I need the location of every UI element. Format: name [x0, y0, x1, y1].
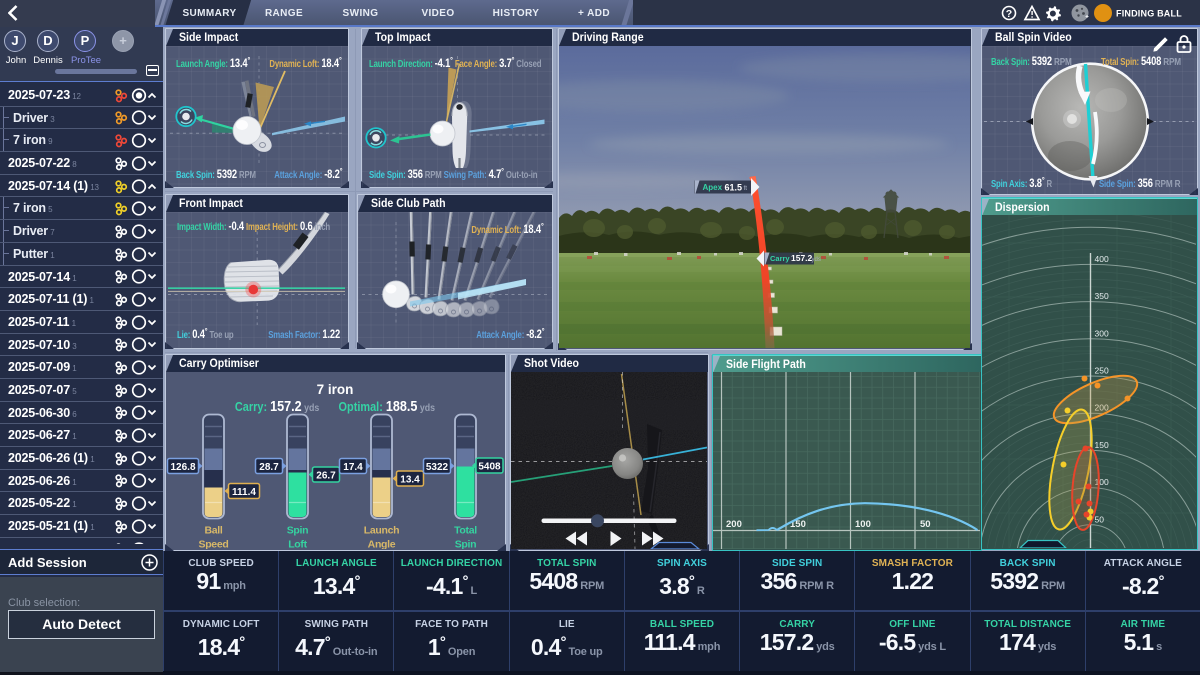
svg-text:Carry: Carry	[770, 254, 790, 263]
svg-text:100: 100	[855, 519, 871, 530]
svg-text:yds: yds	[812, 257, 821, 263]
svg-text:111.4: 111.4	[232, 487, 256, 498]
svg-text:150: 150	[1095, 440, 1109, 450]
svg-text:13.4: 13.4	[400, 475, 420, 486]
svg-text:61.5: 61.5	[725, 183, 743, 193]
svg-text:Spin: Spin	[455, 539, 477, 550]
svg-text:126.8: 126.8	[170, 462, 195, 473]
svg-text:350: 350	[1095, 291, 1109, 301]
svg-text:26.7: 26.7	[316, 471, 336, 482]
svg-text:Spin: Spin	[287, 525, 309, 537]
svg-text:?: ?	[1006, 8, 1012, 20]
svg-text:FINDING BALL: FINDING BALL	[1116, 9, 1182, 19]
svg-text:Loft: Loft	[288, 539, 307, 550]
svg-text:50: 50	[1095, 514, 1105, 524]
svg-text:5322: 5322	[426, 462, 449, 473]
svg-text:200: 200	[1095, 403, 1109, 413]
svg-text:ft: ft	[744, 185, 748, 192]
svg-text:17.4: 17.4	[343, 462, 363, 473]
svg-text:5408: 5408	[478, 462, 501, 473]
svg-text:Ball: Ball	[204, 525, 222, 537]
svg-text:50: 50	[920, 519, 931, 530]
svg-text:300: 300	[1095, 328, 1109, 338]
svg-text:Angle: Angle	[368, 539, 396, 550]
svg-text:Total: Total	[454, 525, 477, 537]
svg-text:28.7: 28.7	[259, 462, 279, 473]
svg-text:250: 250	[1095, 366, 1109, 376]
svg-text:400: 400	[1095, 254, 1109, 264]
svg-text:Speed: Speed	[198, 539, 228, 550]
svg-text:150: 150	[790, 519, 806, 530]
svg-text:Apex: Apex	[703, 183, 723, 192]
svg-text:200: 200	[726, 519, 742, 530]
svg-text:Launch: Launch	[364, 525, 400, 537]
svg-text:157.2: 157.2	[791, 253, 813, 263]
svg-text:100: 100	[1095, 477, 1109, 487]
